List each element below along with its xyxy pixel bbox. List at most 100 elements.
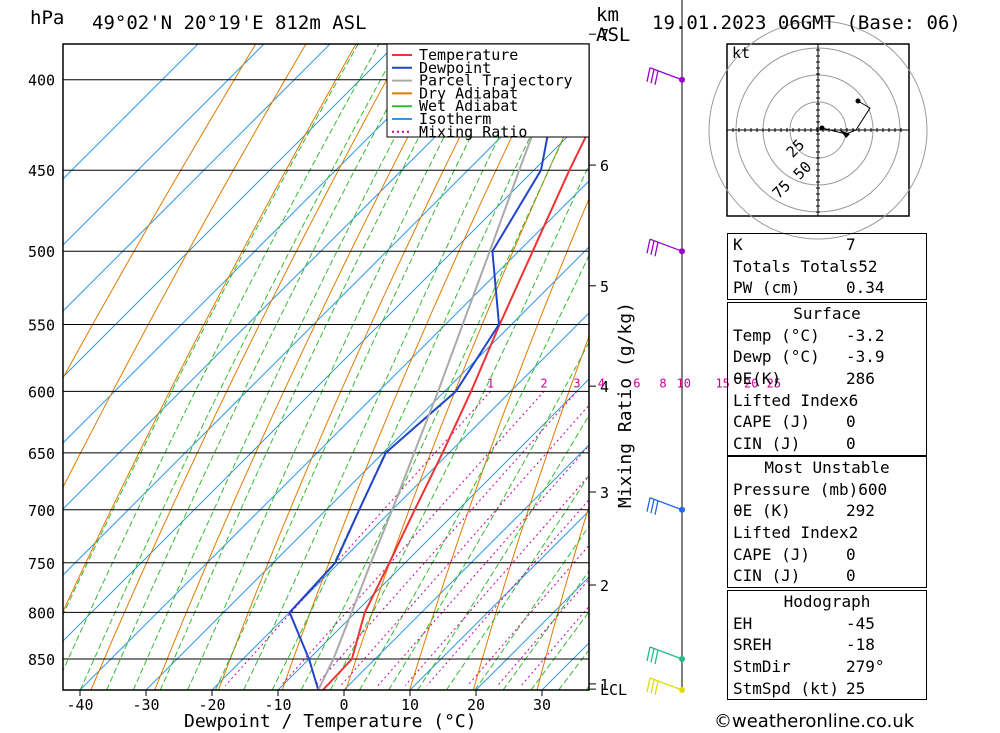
pressure-tick-label: 500 [28, 243, 55, 261]
wind-barb-feather [654, 70, 659, 85]
isotherm-line [211, 312, 589, 690]
isotherm-line [63, 44, 331, 312]
wet-adiabat-line [132, 44, 445, 690]
param-value: 0 [846, 412, 856, 432]
height-tick-label: 3 [600, 484, 609, 502]
temperature-tick-label: 20 [467, 696, 485, 714]
param-row: PW (cm) 0.34 [728, 277, 926, 299]
pressure-tick-label: 850 [28, 651, 55, 669]
param-label: PW (cm) [733, 278, 801, 298]
param-label: CIN (J) [733, 566, 801, 586]
wind-barb-shaft [649, 238, 683, 252]
param-row: θE (K) 292 [728, 500, 926, 522]
hodograph-point [855, 98, 861, 104]
wind-barb-shaft [649, 67, 683, 81]
wet-adiabat-line [300, 82, 589, 690]
dry-adiabat-line [983, 0, 1000, 690]
wind-barb-feather [646, 239, 651, 254]
param-row: Totals Totals 52 [728, 256, 926, 278]
param-label: SREH [733, 635, 772, 655]
legend-entry-label: Temperature [419, 46, 518, 64]
param-label: Dewp (°C) [733, 347, 820, 367]
temperature-tick-label: -10 [264, 696, 291, 714]
pressure-tick-label: 550 [28, 316, 55, 334]
param-value: 25 [846, 678, 866, 698]
temperature-tick-label: 10 [401, 696, 419, 714]
wet-adiabat-line [63, 44, 380, 672]
param-value: 7 [846, 235, 856, 254]
param-value: 0 [846, 434, 856, 454]
param-value: -45 [846, 613, 875, 633]
param-label: CAPE (J) [733, 412, 811, 432]
param-value: 52 [858, 256, 878, 276]
copyright-label[interactable]: ©weatheronline.co.uk [714, 711, 915, 732]
mixing-ratio-line [426, 498, 589, 686]
wind-barb-shaft [649, 677, 683, 691]
mixing-ratio-line [377, 444, 589, 686]
hodograph-point [819, 125, 825, 131]
indices-panel: K 7 Totals Totals 52 PW (cm) 0.34 [727, 233, 927, 301]
param-label: Totals Totals [733, 256, 859, 276]
surface-title: Surface [793, 304, 861, 323]
legend-box [386, 43, 590, 138]
param-label: StmSpd (kt) [733, 678, 839, 698]
pressure-tick-label: 750 [28, 555, 55, 573]
wind-barb-shaft [649, 497, 683, 511]
wind-barb-feather [654, 242, 659, 257]
mixing-ratio-line [280, 390, 545, 686]
param-label: Lifted Index [733, 523, 849, 543]
isotherm-line [343, 444, 589, 690]
height-tick-label: 4 [600, 378, 609, 396]
mixing-ratio-label: 2 [540, 376, 547, 390]
surface-panel: Surface Temp (°C) -3.2 Dewp (°C) -3.9 θE(K) 2… [727, 302, 927, 456]
param-value: 600 [858, 479, 888, 499]
mixing-ratio-labels: 1 2 3 4 6 8 10 15 20 25 [487, 376, 781, 390]
param-value: 279° [846, 657, 885, 677]
param-value: 0 [846, 566, 856, 586]
wind-barb-feather [646, 677, 651, 693]
pressure-tick-labels: 300350400450500550600650700750800850 [28, 72, 55, 669]
wind-barb-icon [646, 67, 683, 85]
param-row: CIN (J) 0 [728, 433, 926, 455]
isotherm-line [79, 180, 589, 690]
mixing-ratio-line [315, 390, 578, 686]
wind-barb-feather [650, 499, 655, 514]
storm-motion-marker [840, 130, 850, 138]
param-row: StmDir 279° [728, 656, 926, 678]
wind-barb-icon [646, 497, 683, 515]
mixing-ratio-label: 20 [744, 376, 758, 390]
dry-adiabat-line [920, 0, 1000, 690]
mixing-ratio-label: 3 [573, 376, 580, 390]
param-label: Lifted Index [733, 390, 849, 410]
isotherm-line [63, 44, 529, 510]
legend-entry-label: Wet Adiabat [419, 97, 518, 115]
param-label: StmDir [733, 657, 791, 677]
param-row: θE(K) 286 [728, 368, 926, 390]
param-value: -3.9 [846, 347, 885, 367]
wind-profile [646, 0, 685, 696]
param-row: CAPE (J) 0 [728, 411, 926, 433]
wind-barb-icon [646, 677, 683, 696]
legend-entry-label: Dewpoint [419, 59, 491, 77]
legend-entry-label: Mixing Ratio [419, 123, 527, 141]
mixing-ratio-label: 15 [715, 376, 729, 390]
param-row: CAPE (J) 0 [728, 544, 926, 566]
isobar-lines [63, 79, 589, 660]
dry-adiabat-line [63, 44, 357, 613]
pressure-tick-label: 450 [28, 162, 55, 180]
height-tick-label: LCL [600, 681, 627, 699]
wind-barb-feather [650, 648, 655, 663]
wet-adiabat-line [63, 44, 359, 616]
location-header: 49°02'N 20°19'E 812m ASL [92, 12, 367, 34]
param-label: CIN (J) [733, 434, 801, 454]
mixing-ratio-label: 1 [487, 376, 494, 390]
series-temperature-line [322, 127, 589, 690]
mixing-ratio-label: 8 [659, 376, 666, 390]
param-value: -18 [846, 635, 875, 655]
wet-adiabat-line [79, 44, 401, 690]
legend-entry-label: Parcel Trajectory [419, 72, 573, 90]
hodograph-ring [708, 20, 928, 240]
